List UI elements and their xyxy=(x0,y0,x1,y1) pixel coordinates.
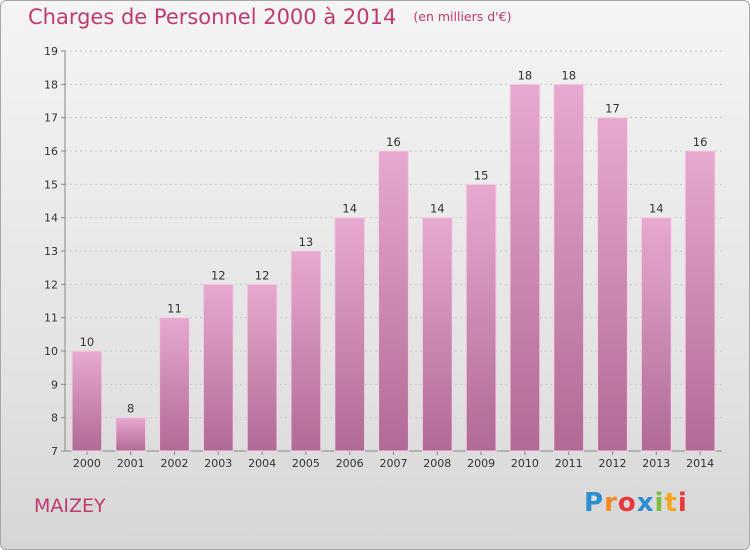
bar-2004 xyxy=(246,283,278,452)
commune-name: MAIZEY xyxy=(34,495,106,517)
logo-letter: i xyxy=(654,488,665,518)
logo-letter: P xyxy=(584,488,605,518)
value-label-2009: 15 xyxy=(474,168,489,182)
x-tick-label-2002: 2002 xyxy=(161,457,189,470)
bar-2010 xyxy=(509,83,541,452)
y-tick-label: 15 xyxy=(44,178,58,191)
bar-2011 xyxy=(553,83,585,452)
logo-letter: i xyxy=(677,488,688,518)
labels: 7 8 9 10 11 12 13 14 15 16 17 18 19 10 2000 8 2001 11 2002… xyxy=(44,45,714,470)
x-tick-label-2000: 2000 xyxy=(73,457,101,470)
value-label-2000: 10 xyxy=(80,335,95,349)
bar-2013 xyxy=(640,217,672,452)
chart-subtitle: (en milliers d'€) xyxy=(413,9,512,24)
value-label-2005: 13 xyxy=(299,235,314,249)
x-tick-label-2004: 2004 xyxy=(248,457,276,470)
value-label-2013: 14 xyxy=(649,202,664,216)
bar-2003 xyxy=(202,283,234,452)
bar-2008 xyxy=(421,217,453,452)
x-tick-label-2009: 2009 xyxy=(467,457,495,470)
value-label-2004: 12 xyxy=(255,268,270,282)
y-tick-label: 16 xyxy=(44,145,58,158)
x-tick-label-2007: 2007 xyxy=(380,457,408,470)
x-tick-label-2011: 2011 xyxy=(555,457,583,470)
x-tick-label-2014: 2014 xyxy=(686,457,714,470)
x-tick-label-2006: 2006 xyxy=(336,457,364,470)
x-tick-label-2005: 2005 xyxy=(292,457,320,470)
bar-2001 xyxy=(115,417,147,452)
y-tick-label: 10 xyxy=(44,345,58,358)
value-label-2007: 16 xyxy=(386,135,401,149)
y-tick-label: 17 xyxy=(44,112,58,125)
y-tick-label: 8 xyxy=(51,412,58,425)
bar-2002 xyxy=(159,317,190,452)
value-label-2014: 16 xyxy=(693,135,708,149)
value-label-2003: 12 xyxy=(211,268,226,282)
bar-2009 xyxy=(465,183,497,452)
logo-letter: o xyxy=(617,488,637,518)
logo-letter: t xyxy=(664,488,678,518)
title-row: Charges de Personnel 2000 à 2014 (en mil… xyxy=(28,5,511,29)
y-tick-label: 12 xyxy=(44,278,58,291)
bar-2007 xyxy=(378,150,409,452)
value-label-2008: 14 xyxy=(430,202,445,216)
bar-2012 xyxy=(597,117,628,452)
x-tick-label-2012: 2012 xyxy=(599,457,627,470)
value-label-2001: 8 xyxy=(127,402,134,416)
y-tick-label: 13 xyxy=(44,245,58,258)
value-label-2012: 17 xyxy=(605,102,620,116)
logo-letter: r xyxy=(604,488,618,518)
x-tick-label-2008: 2008 xyxy=(423,457,451,470)
logo-letter: x xyxy=(636,488,655,518)
proxiti-logo: Proxiti xyxy=(584,488,688,518)
chart-title: Charges de Personnel 2000 à 2014 xyxy=(28,5,397,29)
y-tick-label: 11 xyxy=(44,312,58,325)
x-tick-label-2010: 2010 xyxy=(511,457,539,470)
y-tick-label: 19 xyxy=(44,45,58,58)
value-label-2002: 11 xyxy=(167,302,182,316)
value-label-2011: 18 xyxy=(561,68,576,82)
bar-2006 xyxy=(334,217,366,452)
bar-2014 xyxy=(684,150,716,452)
x-tick-label-2013: 2013 xyxy=(642,457,670,470)
value-label-2010: 18 xyxy=(518,68,533,82)
y-tick-label: 14 xyxy=(44,212,58,225)
x-tick-label-2003: 2003 xyxy=(204,457,232,470)
bar-2005 xyxy=(290,250,322,452)
y-tick-label: 7 xyxy=(51,445,58,458)
y-tick-label: 18 xyxy=(44,78,58,91)
bars xyxy=(71,83,716,452)
x-tick-label-2001: 2001 xyxy=(117,457,145,470)
value-label-2006: 14 xyxy=(342,202,357,216)
y-tick-label: 9 xyxy=(51,378,58,391)
bar-2000 xyxy=(71,350,103,452)
